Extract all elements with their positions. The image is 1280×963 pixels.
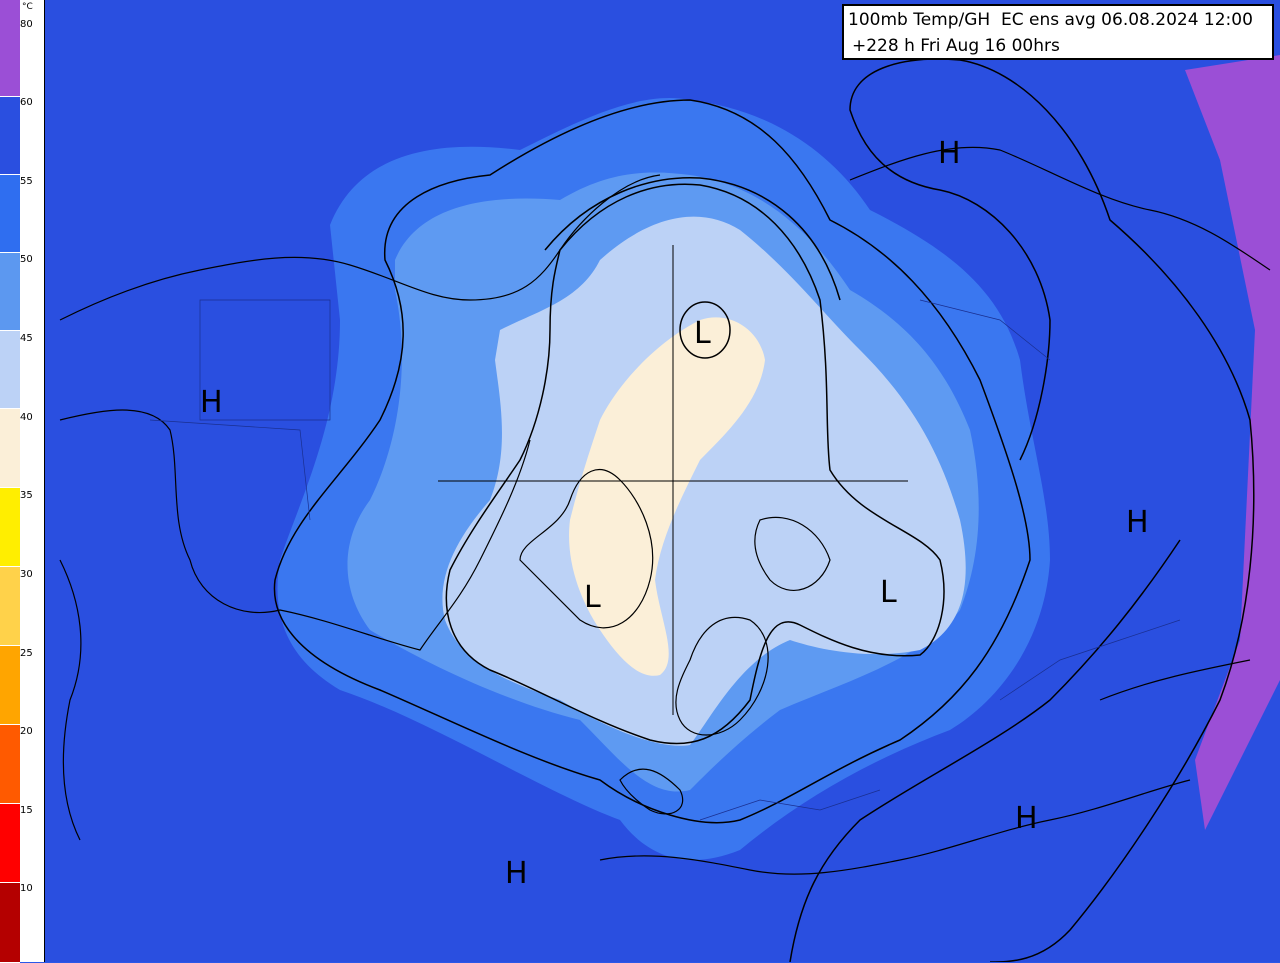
legend-tick: 55 [20, 176, 33, 187]
legend-tick: 50 [20, 254, 33, 265]
pressure-label: L [694, 316, 711, 351]
map-title-box: 100mb Temp/GH EC ens avg 06.08.2024 12:0… [842, 4, 1274, 60]
legend-tick: 45 [20, 333, 33, 344]
color-legend: °C 80 60 55 50 45 40 35 30 25 20 15 10 [0, 0, 45, 963]
pressure-label: H [1015, 801, 1038, 836]
purple-temp-zone [1185, 55, 1280, 830]
legend-swatch [0, 567, 20, 646]
coastlines [59, 146, 1271, 875]
pressure-label: L [584, 580, 601, 615]
legend-swatch [0, 409, 20, 488]
legend-tick: 40 [20, 412, 33, 423]
legend-tick: 30 [20, 569, 33, 580]
map-title: 100mb Temp/GH EC ens avg 06.08.2024 12:0… [848, 10, 1253, 30]
legend-tick: 10 [20, 883, 33, 894]
legend-swatch [0, 804, 20, 883]
legend-tick: 35 [20, 490, 33, 501]
pressure-label: H [938, 136, 961, 171]
pressure-label: L [880, 575, 897, 610]
legend-swatch [0, 253, 20, 331]
pressure-label: H [505, 856, 528, 891]
political-borders [149, 299, 1181, 821]
legend-tick: 15 [20, 805, 33, 816]
legend-swatch [0, 97, 20, 175]
legend-swatch [0, 725, 20, 804]
legend-swatch [0, 883, 20, 963]
legend-tick: 60 [20, 97, 33, 108]
legend-swatch [0, 331, 20, 409]
legend-swatch [0, 175, 20, 253]
height-contours [273, 58, 1255, 962]
legend-tick: 80 [20, 19, 33, 30]
band-40-35 [569, 317, 765, 676]
pressure-label: H [200, 385, 223, 420]
legend-unit: °C [22, 2, 33, 12]
legend-swatch [0, 0, 20, 97]
forecast-valid-time: +228 h Fri Aug 16 00hrs [852, 36, 1060, 56]
legend-swatch [0, 646, 20, 725]
legend-tick: 20 [20, 726, 33, 737]
legend-swatch [0, 488, 20, 567]
legend-tick: 25 [20, 648, 33, 659]
pressure-label: H [1126, 505, 1149, 540]
